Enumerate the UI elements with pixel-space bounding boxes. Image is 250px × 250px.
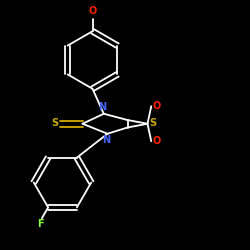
Text: N: N <box>98 102 106 113</box>
Text: S: S <box>149 118 156 128</box>
Text: O: O <box>152 101 161 111</box>
Text: O: O <box>88 6 96 16</box>
Text: O: O <box>152 136 161 146</box>
Text: N: N <box>102 135 110 145</box>
Text: F: F <box>37 220 44 230</box>
Text: S: S <box>52 118 59 128</box>
